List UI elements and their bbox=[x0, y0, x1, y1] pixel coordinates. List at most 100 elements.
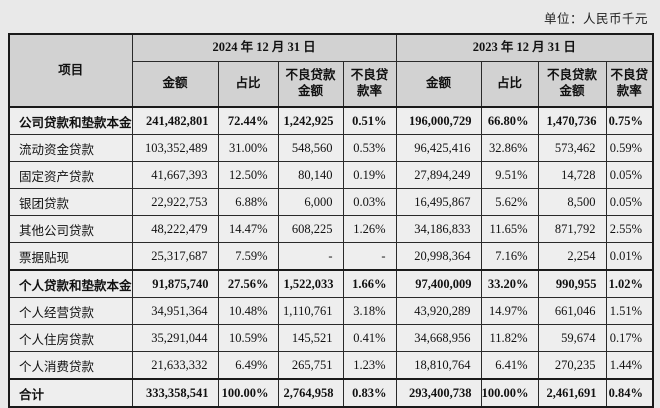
row-value-cell: 72.44% bbox=[217, 106, 279, 135]
row-value-cell: 8,500 bbox=[537, 188, 607, 216]
row-item-label: 银团贷款 bbox=[8, 188, 133, 216]
row-value-cell: 0.75% bbox=[605, 106, 654, 135]
row-value-cell: 270,235 bbox=[537, 351, 607, 380]
row-value-cell: 0.19% bbox=[342, 161, 397, 189]
row-value-cell: 3.18% bbox=[342, 297, 397, 325]
row-value-cell: 21,633,332 bbox=[131, 351, 219, 380]
row-value-cell: - bbox=[277, 242, 344, 271]
row-item-label: 个人消费贷款 bbox=[8, 351, 133, 380]
column-header-item: 项目 bbox=[8, 33, 133, 108]
row-value-cell: 11.82% bbox=[480, 324, 539, 352]
column-header-period-2023: 2023 年 12 月 31 日 bbox=[395, 33, 654, 62]
row-value-cell: 59,674 bbox=[537, 324, 607, 352]
table-row: 其他公司贷款 48,222,479 14.47% 608,225 1.26% 34,186… bbox=[8, 215, 654, 243]
row-value-cell: 2,764,958 bbox=[277, 378, 344, 408]
table-header: 项目 2024 年 12 月 31 日 2023 年 12 月 31 日 金额 … bbox=[8, 33, 654, 108]
row-value-cell: 241,482,801 bbox=[131, 106, 219, 135]
row-value-cell: 10.48% bbox=[217, 297, 279, 325]
row-value-cell: 0.05% bbox=[605, 161, 654, 189]
column-header-share-2024: 占比 bbox=[217, 61, 279, 108]
column-header-amount-2023: 金额 bbox=[395, 61, 482, 108]
row-value-cell: 43,920,289 bbox=[395, 297, 482, 325]
row-value-cell: 1.51% bbox=[605, 297, 654, 325]
row-value-cell: 27,894,249 bbox=[395, 161, 482, 189]
row-value-cell: 103,352,489 bbox=[131, 134, 219, 162]
table-row: 流动资金贷款 103,352,489 31.00% 548,560 0.53% 96,42… bbox=[8, 134, 654, 162]
row-value-cell: 0.05% bbox=[605, 188, 654, 216]
row-value-cell: 0.53% bbox=[342, 134, 397, 162]
table-row: 个人住房贷款 35,291,044 10.59% 145,521 0.41% 34,668… bbox=[8, 324, 654, 352]
row-value-cell: 1,110,761 bbox=[277, 297, 344, 325]
row-value-cell: 22,922,753 bbox=[131, 188, 219, 216]
row-value-cell: 100.00% bbox=[480, 378, 539, 408]
row-value-cell: 14,728 bbox=[537, 161, 607, 189]
table-row: 个人贷款和垫款本金 91,875,740 27.56% 1,522,033 1.66% 9… bbox=[8, 269, 654, 298]
row-value-cell: 0.59% bbox=[605, 134, 654, 162]
row-value-cell: 48,222,479 bbox=[131, 215, 219, 243]
row-value-cell: 293,400,738 bbox=[395, 378, 482, 408]
row-value-cell: 27.56% bbox=[217, 269, 279, 298]
row-value-cell: 608,225 bbox=[277, 215, 344, 243]
column-header-npl-ratio-2023: 不良贷 款率 bbox=[605, 61, 654, 108]
row-value-cell: 31.00% bbox=[217, 134, 279, 162]
row-value-cell: 35,291,044 bbox=[131, 324, 219, 352]
row-item-label: 流动资金贷款 bbox=[8, 134, 133, 162]
row-value-cell: 25,317,687 bbox=[131, 242, 219, 271]
row-value-cell: 1,522,033 bbox=[277, 269, 344, 298]
column-header-npl-amount-2024: 不良贷款 金额 bbox=[277, 61, 344, 108]
row-value-cell: 0.83% bbox=[342, 378, 397, 408]
row-value-cell: 0.01% bbox=[605, 242, 654, 271]
row-value-cell: 96,425,416 bbox=[395, 134, 482, 162]
row-value-cell: 2.55% bbox=[605, 215, 654, 243]
row-value-cell: 14.97% bbox=[480, 297, 539, 325]
table-row: 固定资产贷款 41,667,393 12.50% 80,140 0.19% 27,894,… bbox=[8, 161, 654, 189]
row-value-cell: 80,140 bbox=[277, 161, 344, 189]
row-value-cell: 0.41% bbox=[342, 324, 397, 352]
row-item-label: 固定资产贷款 bbox=[8, 161, 133, 189]
row-value-cell: 0.84% bbox=[605, 378, 654, 408]
row-item-label: 个人贷款和垫款本金 bbox=[8, 269, 133, 298]
row-value-cell: 1.23% bbox=[342, 351, 397, 380]
row-value-cell: 1,242,925 bbox=[277, 106, 344, 135]
table-row: 合计 333,358,541 100.00% 2,764,958 0.83% 293,40… bbox=[8, 378, 654, 408]
row-value-cell: 66.80% bbox=[480, 106, 539, 135]
row-value-cell: 91,875,740 bbox=[131, 269, 219, 298]
table-row: 票据贴现 25,317,687 7.59% - -20,998,364 7.16% 2,25… bbox=[8, 242, 654, 271]
row-value-cell: 14.47% bbox=[217, 215, 279, 243]
row-value-cell: 11.65% bbox=[480, 215, 539, 243]
row-value-cell: 0.17% bbox=[605, 324, 654, 352]
row-value-cell: 34,668,956 bbox=[395, 324, 482, 352]
row-value-cell: - bbox=[342, 242, 397, 271]
unit-label: 单位：人民币千元 bbox=[543, 12, 648, 26]
row-value-cell: 0.51% bbox=[342, 106, 397, 135]
row-value-cell: 1.26% bbox=[342, 215, 397, 243]
table-row: 公司贷款和垫款本金 241,482,801 72.44% 1,242,925 0.51%… bbox=[8, 106, 654, 135]
row-value-cell: 573,462 bbox=[537, 134, 607, 162]
row-value-cell: 1,470,736 bbox=[537, 106, 607, 135]
row-value-cell: 6.49% bbox=[217, 351, 279, 380]
row-item-label: 个人经营贷款 bbox=[8, 297, 133, 325]
row-value-cell: 33.20% bbox=[480, 269, 539, 298]
row-value-cell: 12.50% bbox=[217, 161, 279, 189]
loan-quality-table: 项目 2024 年 12 月 31 日 2023 年 12 月 31 日 金额 … bbox=[8, 33, 655, 408]
row-value-cell: 333,358,541 bbox=[131, 378, 219, 408]
row-value-cell: 10.59% bbox=[217, 324, 279, 352]
row-value-cell: 6.88% bbox=[217, 188, 279, 216]
row-value-cell: 7.16% bbox=[480, 242, 539, 271]
row-value-cell: 7.59% bbox=[217, 242, 279, 271]
row-value-cell: 196,000,729 bbox=[395, 106, 482, 135]
row-value-cell: 265,751 bbox=[277, 351, 344, 380]
row-value-cell: 9.51% bbox=[480, 161, 539, 189]
row-value-cell: 548,560 bbox=[277, 134, 344, 162]
row-value-cell: 6.41% bbox=[480, 351, 539, 380]
row-value-cell: 661,046 bbox=[537, 297, 607, 325]
table-row: 银团贷款 22,922,753 6.88% 6,000 0.03% 16,495,867 5… bbox=[8, 188, 654, 216]
row-value-cell: 2,254 bbox=[537, 242, 607, 271]
column-header-npl-amount-2023: 不良贷款 金额 bbox=[537, 61, 607, 108]
column-header-npl-ratio-2024: 不良贷 款率 bbox=[342, 61, 397, 108]
row-item-label: 个人住房贷款 bbox=[8, 324, 133, 352]
row-value-cell: 41,667,393 bbox=[131, 161, 219, 189]
row-value-cell: 18,810,764 bbox=[395, 351, 482, 380]
column-header-period-2024: 2024 年 12 月 31 日 bbox=[131, 33, 397, 62]
row-value-cell: 0.03% bbox=[342, 188, 397, 216]
